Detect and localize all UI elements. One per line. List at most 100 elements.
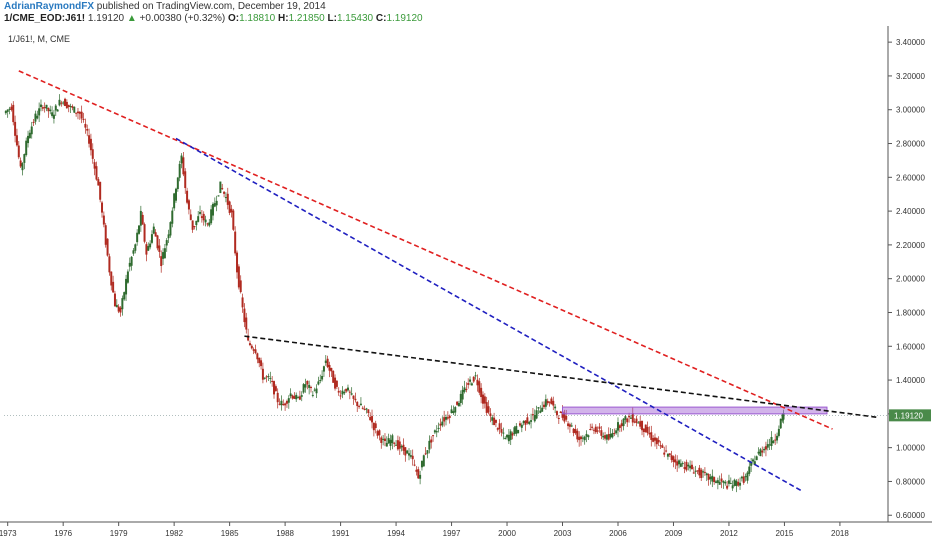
- candle-body: [657, 439, 660, 443]
- highlight-zone[interactable]: [562, 406, 828, 415]
- candle-body: [574, 428, 577, 434]
- candle-body: [700, 469, 703, 478]
- candle-body: [317, 381, 320, 385]
- candle-body: [402, 444, 405, 451]
- candle-body: [180, 155, 183, 164]
- candle-body: [258, 357, 261, 364]
- candle-body: [335, 380, 338, 387]
- candle-body: [665, 450, 668, 452]
- candle-body: [448, 415, 451, 419]
- candle-body: [167, 234, 170, 239]
- candle-body: [441, 421, 444, 426]
- candle-body: [21, 163, 24, 171]
- candle-body: [731, 485, 734, 489]
- price-change: +0.00380 (+0.32%): [139, 13, 226, 24]
- candle-body: [202, 213, 205, 221]
- candle-body: [424, 453, 427, 455]
- x-tick-label: 1973: [0, 529, 17, 538]
- candle-body: [467, 383, 470, 385]
- candle-body: [345, 388, 348, 392]
- candle-body: [178, 163, 181, 178]
- candle-body: [84, 123, 87, 128]
- candle-body: [8, 108, 11, 110]
- candle-body: [69, 106, 72, 108]
- candle-body: [729, 483, 732, 485]
- candle-body: [99, 181, 102, 200]
- candle-body: [52, 114, 55, 119]
- candle-body: [470, 383, 473, 386]
- candle-body: [600, 430, 603, 436]
- candle-body: [485, 402, 488, 413]
- candle-body: [489, 413, 492, 417]
- candle-body: [273, 381, 276, 395]
- candle-body: [711, 475, 714, 482]
- candle-body: [554, 406, 557, 409]
- trendlines[interactable]: [18, 70, 878, 493]
- author-link[interactable]: AdrianRaymondFX: [4, 1, 95, 12]
- candle-body: [162, 252, 165, 259]
- candle-body: [581, 437, 584, 439]
- candle-body: [696, 470, 699, 472]
- candle-body: [108, 256, 111, 273]
- candle-body: [254, 349, 257, 353]
- candle-body: [78, 111, 81, 114]
- candle-body: [548, 401, 551, 403]
- candle-body: [698, 467, 701, 476]
- candle-body: [56, 109, 59, 112]
- candle-body: [356, 401, 359, 407]
- candle-body: [618, 425, 621, 429]
- candle-body: [136, 232, 139, 243]
- candle-body: [713, 477, 716, 483]
- candle-body: [748, 466, 751, 474]
- candle-body: [559, 411, 562, 413]
- candle-body: [753, 461, 756, 466]
- candle-body: [744, 476, 747, 478]
- candle-body: [552, 400, 555, 406]
- time-axis[interactable]: 1973 1976 1979 1982 1985 1988 1991 1994 1997 2000…: [0, 521, 932, 538]
- candle-body: [522, 420, 525, 424]
- candle-body: [4, 110, 7, 114]
- candle-body: [130, 256, 133, 266]
- candle-body: [371, 416, 374, 423]
- candle-body: [702, 471, 705, 473]
- candle-body: [363, 408, 366, 410]
- candle-body: [452, 411, 455, 414]
- candle-body: [433, 430, 436, 433]
- candle-body: [535, 410, 538, 419]
- candle-body: [774, 439, 777, 441]
- candle-body: [419, 474, 422, 479]
- candle-body: [461, 389, 464, 400]
- candle-body: [252, 349, 255, 351]
- candle-body: [428, 440, 431, 450]
- candle-body: [530, 420, 533, 422]
- price-chart[interactable]: 3.40000 3.20000 3.00000 2.80000 2.60000 2.400…: [0, 26, 932, 550]
- candle-body: [398, 441, 401, 449]
- candle-body: [41, 107, 44, 109]
- candle-body: [629, 417, 632, 419]
- candle-body: [352, 395, 355, 399]
- candle-body: [93, 162, 96, 169]
- published-text: published on TradingView.com, December 1…: [96, 1, 326, 12]
- y-tick-label: 1.00000: [896, 444, 925, 453]
- candle-body: [158, 245, 161, 252]
- candle-body: [291, 395, 294, 399]
- candle-body: [354, 398, 357, 401]
- candle-body: [250, 345, 253, 349]
- candle-body: [587, 435, 590, 438]
- candle-body: [396, 440, 399, 450]
- candle-body: [557, 417, 560, 419]
- candle-body: [777, 428, 780, 436]
- candle-body: [631, 413, 634, 423]
- candle-body: [520, 424, 523, 428]
- candle-body: [546, 400, 549, 404]
- candle-body: [297, 397, 300, 399]
- candle-body: [772, 440, 775, 444]
- candle-body: [766, 444, 769, 448]
- candle-body: [30, 126, 33, 135]
- x-tick-label: 1991: [332, 529, 350, 538]
- price-axis[interactable]: 3.40000 3.20000 3.00000 2.80000 2.60000 2.400…: [887, 26, 931, 522]
- candle-body: [690, 464, 693, 470]
- candle-body: [217, 195, 220, 197]
- candle-body: [668, 453, 671, 456]
- publish-line: AdrianRaymondFX published on TradingView…: [4, 1, 326, 12]
